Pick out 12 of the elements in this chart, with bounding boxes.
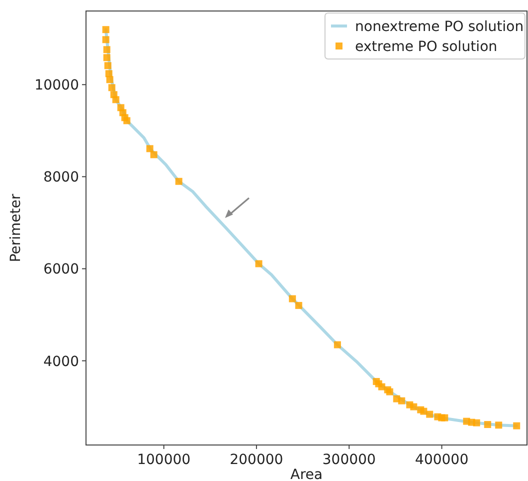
y-tick-label: 8000	[43, 170, 79, 186]
x-tick-label: 300000	[322, 452, 376, 468]
x-axis-title: Area	[290, 467, 323, 481]
y-tick-label: 10000	[34, 78, 79, 94]
legend-label: extreme PO solution	[355, 39, 498, 55]
y-tick-label: 6000	[43, 262, 79, 278]
y-tick-label: 4000	[43, 354, 79, 370]
legend-label: nonextreme PO solution	[355, 19, 524, 35]
x-tick-label: 100000	[137, 452, 191, 468]
x-tick-label: 400000	[415, 452, 468, 468]
y-axis-title: Perimeter	[8, 194, 24, 262]
x-tick-label: 200000	[230, 452, 284, 468]
